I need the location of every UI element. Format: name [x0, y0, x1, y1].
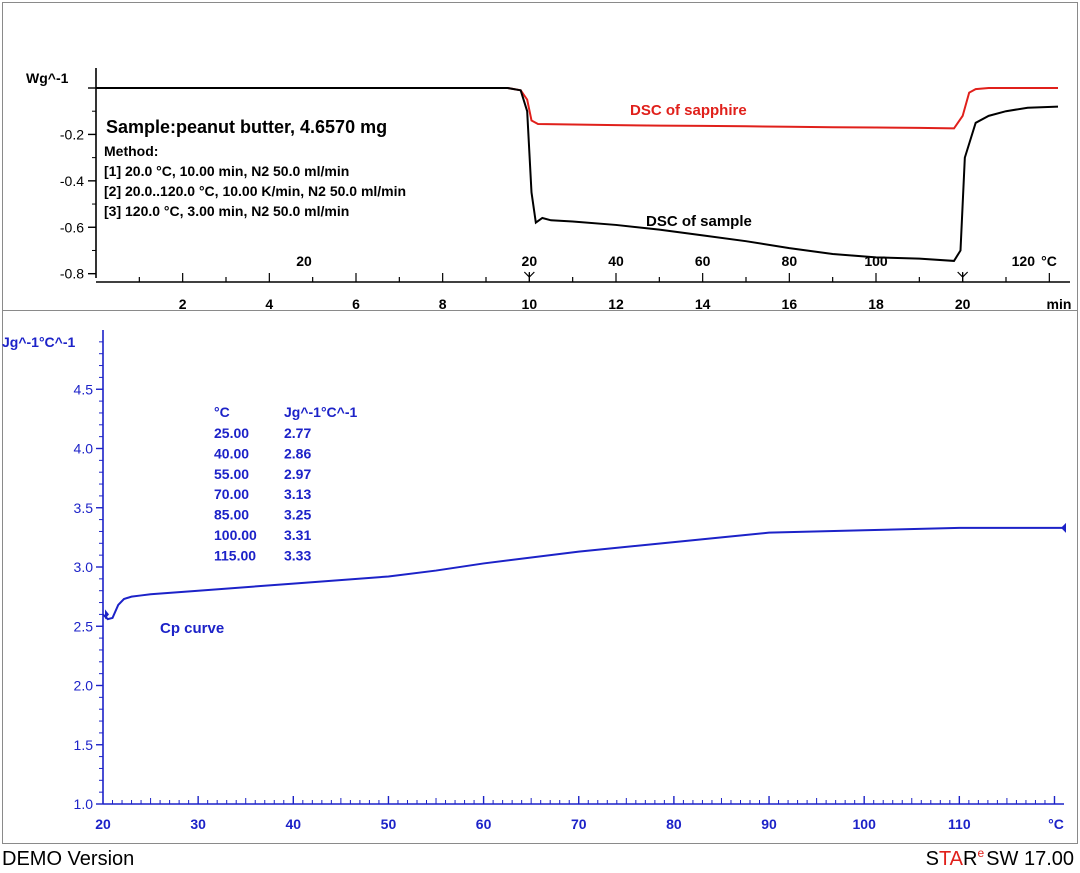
method-line: [3] 120.0 °C, 3.00 min, N2 50.0 ml/min [104, 203, 349, 219]
top-y-tick-label: -0.8 [60, 266, 84, 282]
top-time-tick-label: 18 [868, 296, 884, 312]
top-temp-unit: °C [1041, 253, 1057, 269]
top-y-tick-label: -0.6 [60, 219, 84, 235]
cp-y-tick-label: 2.0 [74, 678, 94, 694]
cp-curve-label: Cp curve [160, 620, 224, 637]
top-temp-tick-label: 120 [1012, 253, 1036, 269]
cp-table-cell: 2.86 [284, 445, 311, 461]
method-title: Method: [104, 143, 158, 159]
cp-start-marker [105, 609, 109, 620]
cp-x-tick-label: 80 [666, 816, 682, 832]
cp-x-unit: °C [1048, 816, 1064, 832]
top-time-tick-label: 4 [265, 296, 273, 312]
top-temp-tick-label: 20 [522, 253, 538, 269]
cp-x-tick-label: 90 [761, 816, 777, 832]
software-version-label: STARe SW 17.00 [925, 846, 1074, 871]
cp-curve [102, 526, 1064, 621]
top-time-tick-label: 2 [179, 296, 187, 312]
cp-y-axis-label: Jg^-1°C^-1 [2, 334, 76, 350]
cp-y-tick-label: 1.5 [74, 737, 94, 753]
cp-x-tick-label: 50 [381, 816, 397, 832]
dsc-sample-curve [96, 87, 1059, 262]
cp-y-tick-label: 1.0 [74, 796, 94, 812]
segment-marker-arrow [523, 271, 535, 278]
cp-y-tick-label: 4.5 [74, 381, 94, 397]
cp-x-tick-label: 100 [853, 816, 877, 832]
cp-table-cell: 3.13 [284, 486, 311, 502]
sample-curve-label: DSC of sample [646, 213, 752, 230]
top-time-tick-label: 16 [782, 296, 798, 312]
top-time-tick-label: 14 [695, 296, 711, 312]
top-time-tick-label: 20 [955, 296, 971, 312]
cp-table-cell: 100.00 [214, 527, 257, 543]
top-time-unit: min [1047, 296, 1072, 312]
cp-end-marker [1061, 522, 1066, 533]
method-line: [2] 20.0..120.0 °C, 10.00 K/min, N2 50.0… [104, 183, 406, 199]
cp-x-tick-label: 40 [286, 816, 302, 832]
top-y-axis-label: Wg^-1 [26, 70, 69, 86]
cp-table-cell: 70.00 [214, 486, 249, 502]
star-logo-s: S [925, 848, 939, 870]
top-temp-tick-label: 80 [782, 253, 798, 269]
top-temp-tick-label: 100 [864, 253, 888, 269]
star-logo-r: R [963, 848, 978, 870]
star-logo-e: e [977, 846, 985, 860]
cp-table-cell: 3.31 [284, 527, 311, 543]
cp-table-cell: 2.77 [284, 425, 311, 441]
sapphire-curve-label: DSC of sapphire [630, 102, 747, 119]
sw-version: SW 17.00 [986, 848, 1074, 870]
top-temp-tick-label: 20 [296, 253, 312, 269]
cp-y-tick-label: 4.0 [74, 441, 94, 457]
cp-x-tick-label: 20 [95, 816, 111, 832]
top-time-tick-label: 12 [608, 296, 624, 312]
method-line: [1] 20.0 °C, 10.00 min, N2 50.0 ml/min [104, 163, 349, 179]
cp-table-cell: 40.00 [214, 445, 249, 461]
cp-y-tick-label: 2.5 [74, 618, 94, 634]
cp-table-cell: 3.33 [284, 547, 311, 563]
top-temp-tick-label: 40 [608, 253, 624, 269]
cp-y-tick-label: 3.5 [74, 500, 94, 516]
dsc-sapphire-curve [96, 87, 1058, 130]
cp-x-tick-label: 30 [190, 816, 206, 832]
cp-table-header: °C [214, 404, 230, 420]
star-logo-ta: TA [938, 848, 964, 870]
top-time-tick-label: 8 [439, 296, 447, 312]
cp-x-tick-label: 110 [948, 816, 971, 832]
cp-table-cell: 25.00 [214, 425, 249, 441]
cp-table-cell: 2.97 [284, 466, 311, 482]
cp-table-cell: 3.25 [284, 507, 311, 523]
top-temp-tick-label: 60 [695, 253, 711, 269]
demo-version-label: DEMO Version [2, 848, 135, 870]
cp-table-cell: 115.00 [214, 547, 256, 563]
top-time-tick-label: 10 [522, 296, 538, 312]
sample-title: Sample:peanut butter, 4.6570 mg [106, 117, 387, 137]
segment-marker-arrow [957, 271, 969, 278]
top-y-tick-label: -0.4 [60, 173, 84, 189]
cp-y-tick-label: 3.0 [74, 559, 94, 575]
cp-table-header: Jg^-1°C^-1 [284, 404, 358, 420]
cp-x-tick-label: 70 [571, 816, 587, 832]
top-time-tick-label: 6 [352, 296, 360, 312]
cp-table-cell: 85.00 [214, 507, 249, 523]
cp-table-cell: 55.00 [214, 466, 249, 482]
top-y-tick-label: -0.2 [60, 126, 84, 142]
page-frame [2, 2, 1078, 844]
cp-x-tick-label: 60 [476, 816, 492, 832]
